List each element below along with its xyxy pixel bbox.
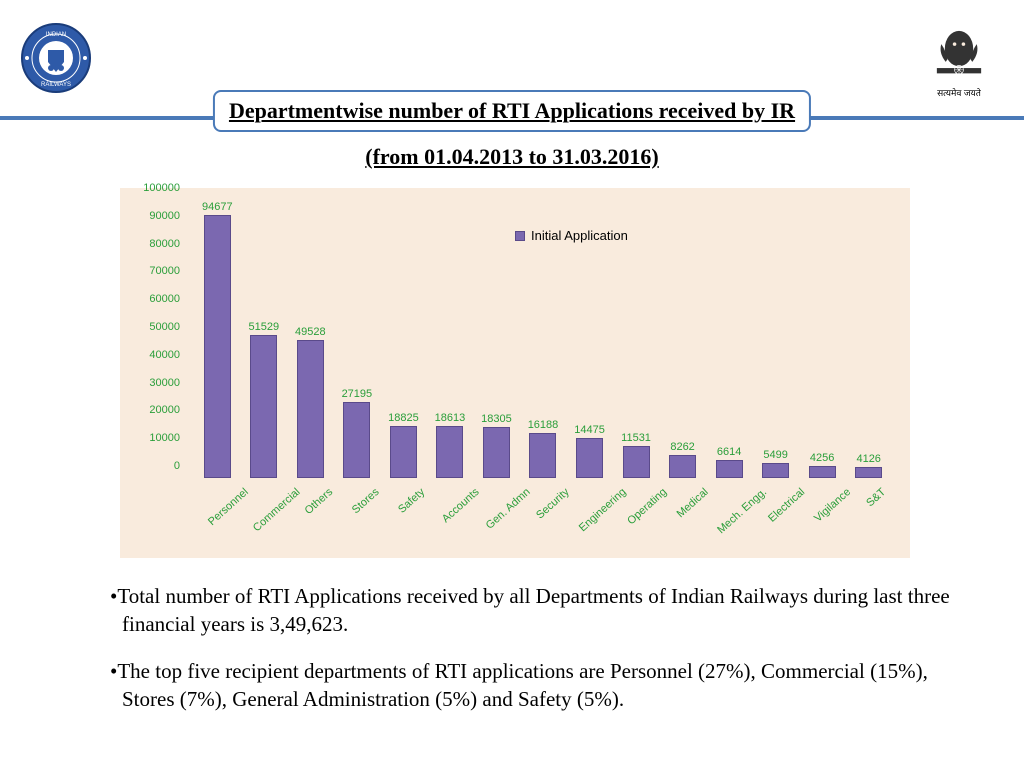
bar-value-label: 51529 [249, 321, 280, 333]
y-axis: 0 10000 20000 30000 40000 50000 60000 70000 8000… [120, 200, 186, 478]
bar-rect [809, 466, 836, 478]
bar-slot: 11531 [613, 200, 660, 478]
x-label: Security [520, 480, 567, 558]
bar-slot: 18825 [380, 200, 427, 478]
svg-text:INDIAN: INDIAN [46, 32, 66, 38]
bar-value-label: 49528 [295, 326, 326, 338]
bar-value-label: 4256 [810, 452, 834, 464]
x-label: Electrical [752, 480, 799, 558]
bar-rect [436, 426, 463, 478]
page-subtitle: (from 01.04.2013 to 31.03.2016) [365, 144, 659, 170]
bar-rect [762, 463, 789, 478]
bar-slot: 18613 [427, 200, 474, 478]
x-label: Operating [613, 480, 660, 558]
national-emblem-logo: सत्यमेव जयते [914, 22, 1004, 99]
bar-rect [669, 455, 696, 478]
x-label: Others [287, 480, 334, 558]
bar-slot: 51529 [241, 200, 288, 478]
bar-slot: 4126 [845, 200, 892, 478]
bar-rect [204, 215, 231, 478]
bullet-point: •The top five recipient departments of R… [110, 657, 964, 714]
bar-rect [483, 427, 510, 478]
y-tick: 40000 [149, 349, 180, 361]
bar-value-label: 18305 [481, 413, 512, 425]
bar-value-label: 18613 [435, 412, 466, 424]
x-label: Accounts [427, 480, 474, 558]
bar-slot: 14475 [566, 200, 613, 478]
bar-rect [623, 446, 650, 478]
bar-value-label: 11531 [621, 432, 651, 444]
svg-text:RAILWAYS: RAILWAYS [41, 82, 71, 88]
y-tick: 20000 [149, 404, 180, 416]
y-tick: 0 [174, 460, 180, 472]
bar-slot: 49528 [287, 200, 334, 478]
y-tick: 100000 [143, 182, 180, 194]
bar-slot: 4256 [799, 200, 846, 478]
x-label: Gen. Admn [473, 480, 520, 558]
y-tick: 60000 [149, 293, 180, 305]
bar-value-label: 8262 [670, 441, 694, 453]
x-axis: PersonnelCommercialOthersStoresSafetyAcc… [190, 480, 896, 558]
page-title: Departmentwise number of RTI Application… [213, 90, 811, 132]
bar-value-label: 18825 [388, 412, 419, 424]
y-tick: 70000 [149, 265, 180, 277]
x-label: Engineering [566, 480, 613, 558]
bar-rect [343, 402, 370, 478]
bar-value-label: 5499 [763, 449, 787, 461]
x-label: Commercial [241, 480, 288, 558]
bar-rect [855, 467, 882, 478]
bar-chart: Initial Application 01000020000300004000… [120, 188, 910, 558]
bar-value-label: 4126 [856, 453, 880, 465]
x-label: S&T [845, 480, 892, 558]
bar-slot: 8262 [659, 200, 706, 478]
x-label: Safety [380, 480, 427, 558]
bar-value-label: 16188 [528, 419, 559, 431]
x-label: Medical [659, 480, 706, 558]
bullet-summary: •Total number of RTI Applications receiv… [110, 582, 964, 731]
bullet-point: •Total number of RTI Applications receiv… [110, 582, 964, 639]
bar-slot: 6614 [706, 200, 753, 478]
x-label: Personnel [194, 480, 241, 558]
y-tick: 80000 [149, 238, 180, 250]
y-tick: 50000 [149, 321, 180, 333]
bar-slot: 94677 [194, 200, 241, 478]
bar-rect [297, 340, 324, 478]
bar-rect [390, 426, 417, 478]
x-label: Mech. Engg. [706, 480, 753, 558]
bar-value-label: 94677 [202, 201, 233, 213]
bar-slot: 18305 [473, 200, 520, 478]
bar-rect [250, 335, 277, 478]
bar-rect [529, 433, 556, 478]
bar-value-label: 6614 [717, 446, 741, 458]
bar-rect [576, 438, 603, 478]
x-label: Vigilance [799, 480, 846, 558]
plot-area: 94677 51529 49528 27195 18825 18613 18305 16188… [190, 200, 896, 478]
y-tick: 30000 [149, 377, 180, 389]
x-label: Stores [334, 480, 381, 558]
indian-railways-logo: INDIAN RAILWAYS [20, 22, 92, 94]
y-tick: 90000 [149, 210, 180, 222]
bar-slot: 5499 [752, 200, 799, 478]
y-tick: 10000 [149, 432, 180, 444]
bar-value-label: 14475 [574, 424, 605, 436]
bar-slot: 27195 [334, 200, 381, 478]
bar-slot: 16188 [520, 200, 567, 478]
bar-rect [716, 460, 743, 478]
bar-value-label: 27195 [342, 388, 373, 400]
emblem-caption: सत्यमेव जयते [914, 86, 1004, 99]
